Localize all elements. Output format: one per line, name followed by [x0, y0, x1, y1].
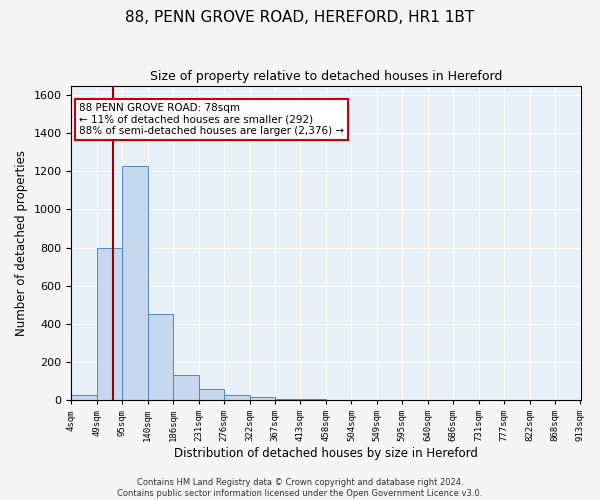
Bar: [122, 166, 148, 400]
Bar: [301, 399, 326, 400]
Bar: [275, 398, 301, 400]
Bar: [173, 376, 199, 400]
Text: 88, PENN GROVE ROAD, HEREFORD, HR1 1BT: 88, PENN GROVE ROAD, HEREFORD, HR1 1BT: [125, 10, 475, 25]
Y-axis label: Number of detached properties: Number of detached properties: [15, 150, 28, 336]
Bar: [148, 314, 173, 400]
Title: Size of property relative to detached houses in Hereford: Size of property relative to detached ho…: [150, 70, 502, 83]
Text: Contains HM Land Registry data © Crown copyright and database right 2024.
Contai: Contains HM Land Registry data © Crown c…: [118, 478, 482, 498]
Text: 88 PENN GROVE ROAD: 78sqm
← 11% of detached houses are smaller (292)
88% of semi: 88 PENN GROVE ROAD: 78sqm ← 11% of detac…: [79, 103, 344, 136]
Bar: [250, 398, 275, 400]
Bar: [71, 395, 97, 400]
Bar: [97, 248, 122, 400]
Bar: [199, 388, 224, 400]
X-axis label: Distribution of detached houses by size in Hereford: Distribution of detached houses by size …: [174, 447, 478, 460]
Bar: [224, 395, 250, 400]
